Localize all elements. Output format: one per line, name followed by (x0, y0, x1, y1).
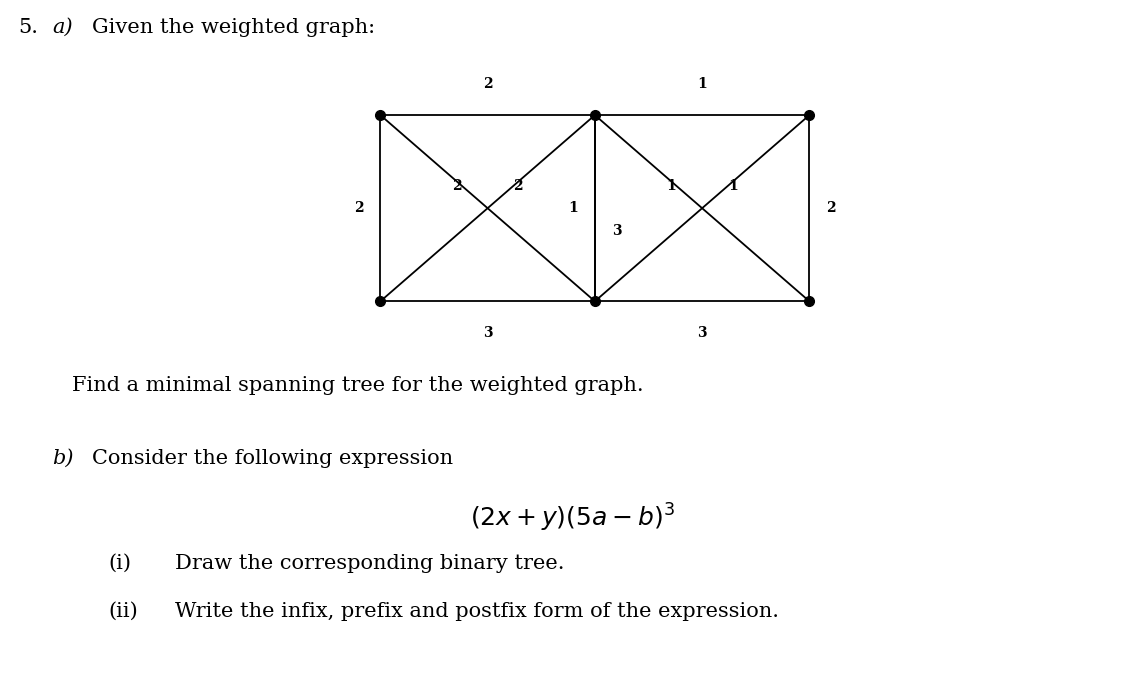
Text: Write the infix, prefix and postfix form of the expression.: Write the infix, prefix and postfix form… (175, 602, 779, 621)
Text: 1: 1 (697, 77, 707, 91)
Text: 2: 2 (452, 179, 462, 193)
Text: Draw the corresponding binary tree.: Draw the corresponding binary tree. (175, 554, 564, 573)
Text: a): a) (51, 18, 72, 37)
Text: 1: 1 (667, 179, 676, 193)
Text: 1: 1 (728, 179, 738, 193)
Text: 2: 2 (353, 201, 364, 215)
Text: b): b) (51, 449, 73, 468)
Text: Find a minimal spanning tree for the weighted graph.: Find a minimal spanning tree for the wei… (72, 376, 644, 395)
Text: (i): (i) (108, 554, 132, 573)
Text: $(2x + y)(5a - b)^{3}$: $(2x + y)(5a - b)^{3}$ (469, 502, 675, 534)
Text: 2: 2 (483, 77, 492, 91)
Text: 2: 2 (827, 201, 836, 215)
Text: 3: 3 (483, 325, 492, 339)
Text: 3: 3 (612, 223, 621, 237)
Text: Consider the following expression: Consider the following expression (92, 449, 453, 468)
Text: 2: 2 (514, 179, 523, 193)
Text: (ii): (ii) (108, 602, 137, 621)
Text: 5.: 5. (18, 18, 38, 37)
Text: 3: 3 (698, 325, 707, 339)
Text: Given the weighted graph:: Given the weighted graph: (92, 18, 375, 37)
Text: 1: 1 (567, 201, 578, 215)
